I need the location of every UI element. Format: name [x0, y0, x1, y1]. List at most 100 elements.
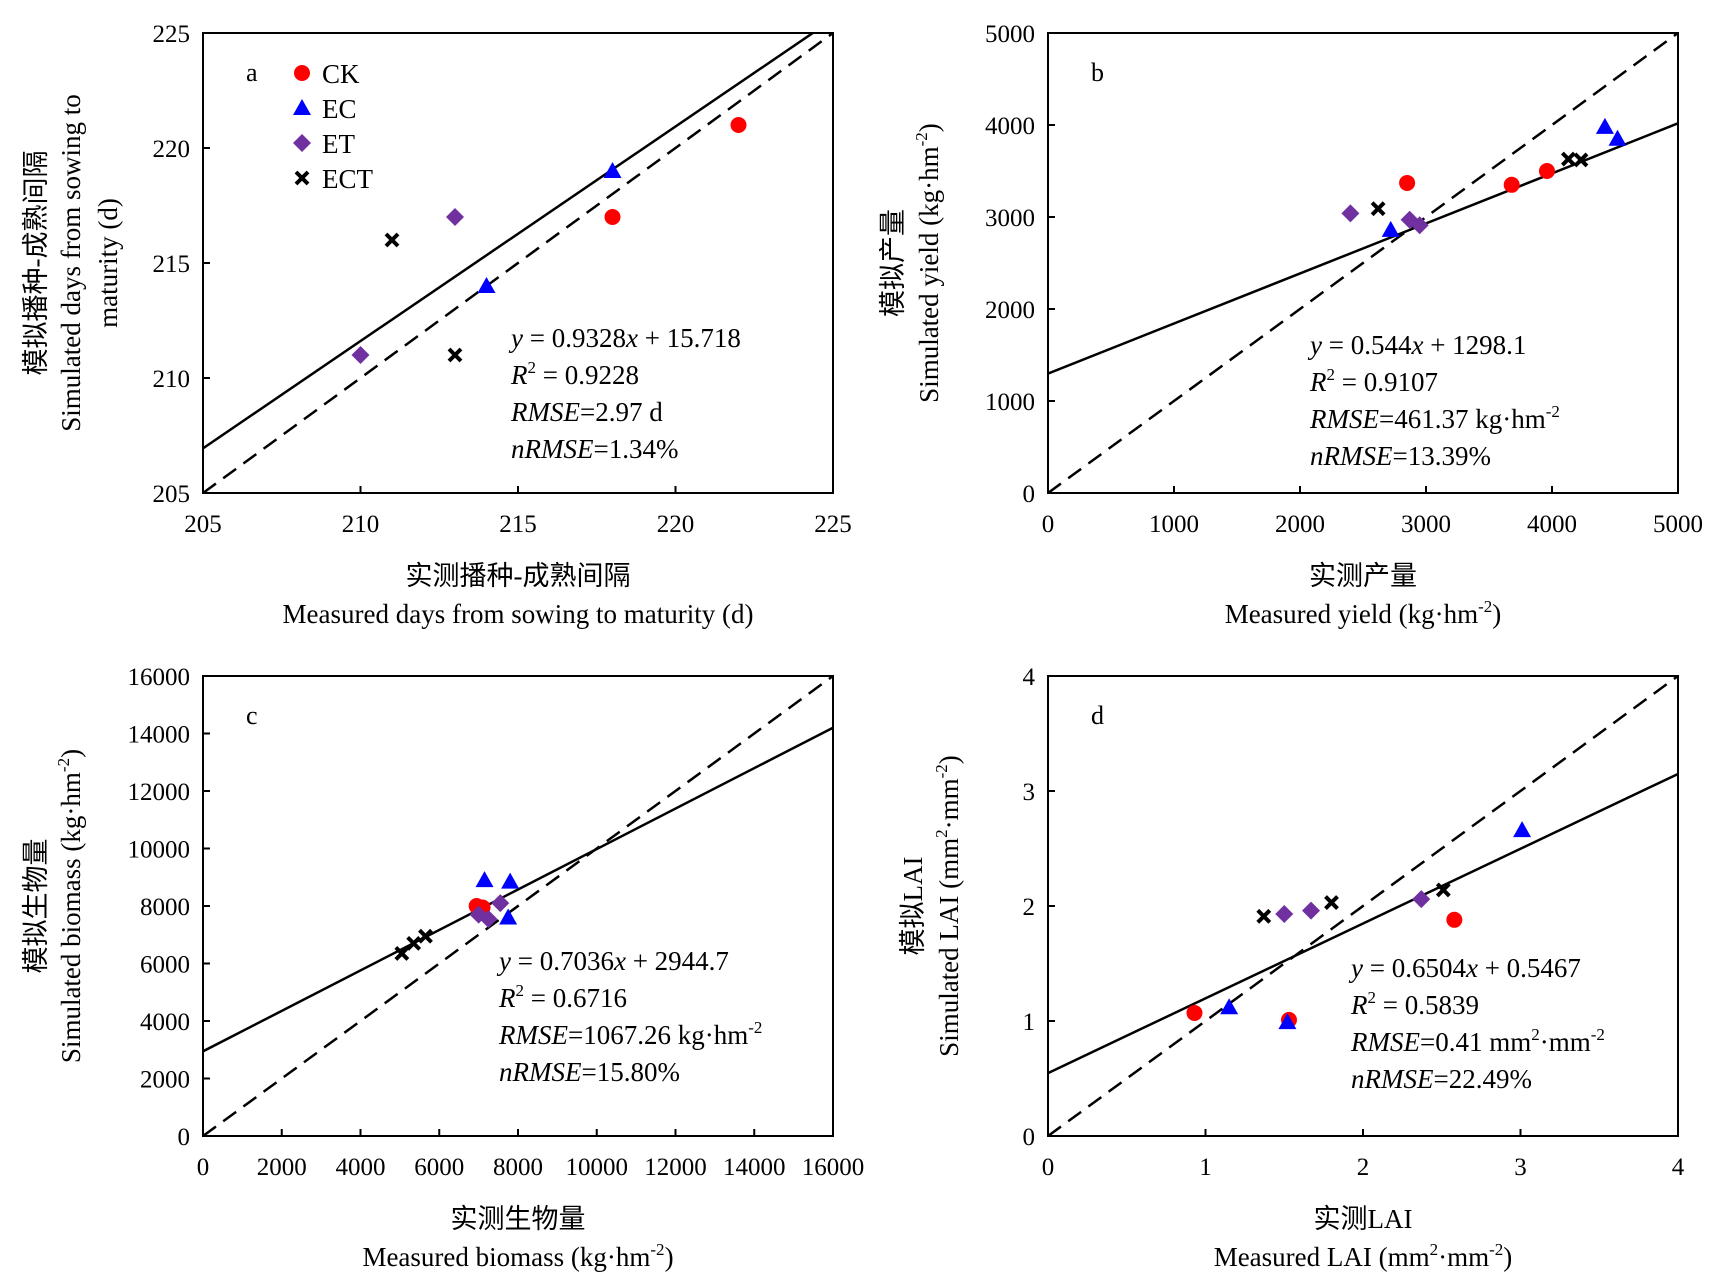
marker-ec — [1595, 117, 1614, 134]
marker-ec — [499, 908, 518, 925]
regression-line — [203, 33, 816, 450]
rmse: RMSE=2.97 d — [510, 397, 663, 427]
series-ec — [475, 871, 520, 925]
x-axis-label-cn: 实测播种-成熟间隔 — [406, 561, 631, 591]
fit-equation: y = 0.544x + 1298.1 — [1307, 330, 1526, 360]
x-tick-label: 4 — [1672, 1154, 1685, 1181]
marker-ck — [1538, 163, 1555, 179]
series-ect — [1370, 151, 1589, 217]
y-tick-label: 2 — [1023, 894, 1036, 921]
series-ec — [477, 162, 622, 293]
legend: CK EC ET ECT — [293, 59, 374, 194]
y-tick-label: 8000 — [140, 894, 190, 921]
marker-ect — [394, 946, 410, 961]
y-tick-label: 0 — [1023, 481, 1036, 508]
x-tick-label: 5000 — [1653, 511, 1703, 538]
series-et — [1275, 890, 1431, 924]
y-tick-label: 205 — [153, 481, 191, 508]
x-tick-label: 225 — [814, 511, 852, 538]
marker-ec — [501, 872, 520, 889]
x-tick-label: 10000 — [566, 1154, 629, 1181]
rmse: RMSE=0.41 mm2·mm-2 — [1350, 1025, 1605, 1057]
x-tick-label: 8000 — [493, 1154, 543, 1181]
series-ect — [1256, 882, 1451, 924]
one-to-one-line — [1048, 33, 1678, 493]
y-tick-label: 215 — [153, 251, 191, 278]
panel-a: 205 210 215 220 225 205 210 215 220 225 实测播种-成熟间隔 M… — [21, 21, 852, 629]
x-tick-label: 1000 — [1149, 511, 1199, 538]
marker-ect — [418, 928, 433, 944]
r-squared: R2 = 0.9107 — [1309, 365, 1438, 397]
marker-ect — [1370, 201, 1386, 217]
marker-ec — [477, 277, 496, 293]
marker-ec — [1381, 220, 1400, 237]
y-axis-label-en: Simulated yield (kg·hm-2) — [912, 123, 944, 403]
y-tick-label: 4000 — [985, 113, 1035, 140]
legend-label-ck: CK — [322, 59, 360, 89]
x-axis-label-en: Measured LAI (mm2·mm-2) — [1214, 1240, 1513, 1272]
panel-b: 0 1000 2000 3000 4000 5000 0 1000 2000 3000 4000 50… — [878, 21, 1703, 629]
marker-ect — [1324, 895, 1339, 910]
x-tick-label: 12000 — [644, 1154, 707, 1181]
fit-equation: y = 0.7036x + 2944.7 — [496, 946, 729, 976]
x-tick-label: 4000 — [336, 1154, 386, 1181]
marker-et — [491, 894, 510, 913]
marker-ck — [604, 209, 621, 225]
panel-label: d — [1091, 701, 1104, 730]
nrmse: nRMSE=13.39% — [1310, 441, 1491, 471]
marker-ect — [384, 232, 400, 248]
r-squared: R2 = 0.9228 — [510, 358, 639, 390]
marker-ck — [730, 117, 747, 133]
x-tick-label: 1 — [1199, 1154, 1212, 1181]
x-tick-label: 0 — [197, 1154, 210, 1181]
series-et — [351, 208, 464, 364]
marker-ect — [1573, 152, 1589, 168]
rmse: RMSE=1067.26 kg·hm-2 — [498, 1018, 762, 1050]
y-tick-label: 2000 — [985, 297, 1035, 324]
marker-et — [293, 134, 311, 152]
panel-label: b — [1091, 58, 1104, 87]
y-axis-label-en: Simulated LAI (mm2·mm-2) — [932, 755, 964, 1057]
marker-ec — [293, 99, 311, 115]
y-tick-label: 1000 — [985, 389, 1035, 416]
y-axis-label-en: Simulated biomass (kg·hm-2) — [54, 749, 86, 1063]
series-et — [1341, 204, 1429, 235]
one-to-one-line — [1048, 676, 1678, 1136]
x-axis-label-cn: 实测产量 — [1309, 561, 1417, 591]
y-tick-label: 210 — [153, 366, 191, 393]
series-et — [469, 894, 510, 928]
y-tick-label: 4000 — [140, 1009, 190, 1036]
marker-ck — [294, 65, 310, 81]
marker-ck — [1503, 176, 1520, 193]
x-tick-label: 4000 — [1527, 511, 1577, 538]
marker-ck — [1186, 1004, 1203, 1021]
marker-ect — [1256, 908, 1272, 924]
x-axis-label-en: Measured biomass (kg·hm-2) — [362, 1240, 673, 1272]
y-tick-label: 225 — [153, 21, 191, 48]
nrmse: nRMSE=1.34% — [511, 434, 678, 464]
x-tick-label: 16000 — [802, 1154, 865, 1181]
legend-label-et: ET — [322, 129, 355, 159]
panel-d: 0 1 2 3 4 0 1 2 3 4 实测LAI Measured LAI (mm2·mm-2) 模拟… — [898, 664, 1685, 1272]
y-tick-label: 6000 — [140, 952, 190, 979]
y-tick-label: 3000 — [985, 205, 1035, 232]
legend-label-ec: EC — [322, 94, 357, 124]
y-tick-label: 1 — [1023, 1009, 1036, 1036]
marker-ck — [1399, 174, 1416, 191]
y-tick-label: 12000 — [128, 779, 191, 806]
x-tick-label: 0 — [1042, 511, 1055, 538]
fit-equation: y = 0.9328x + 15.718 — [508, 323, 741, 353]
y-axis-label-cn: 模拟产量 — [878, 209, 908, 317]
panel-label: a — [246, 58, 258, 87]
regression-line — [1048, 772, 1678, 1075]
plot-frame — [1047, 32, 1679, 494]
x-tick-label: 2000 — [1275, 511, 1325, 538]
series-ec — [1381, 117, 1627, 237]
y-tick-label: 220 — [153, 136, 191, 163]
x-tick-label: 220 — [657, 511, 695, 538]
series-ck — [1399, 163, 1555, 193]
marker-et — [1275, 905, 1294, 924]
y-tick-label: 4 — [1023, 664, 1036, 691]
marker-ck — [1446, 911, 1463, 928]
y-tick-label: 2000 — [140, 1067, 190, 1094]
